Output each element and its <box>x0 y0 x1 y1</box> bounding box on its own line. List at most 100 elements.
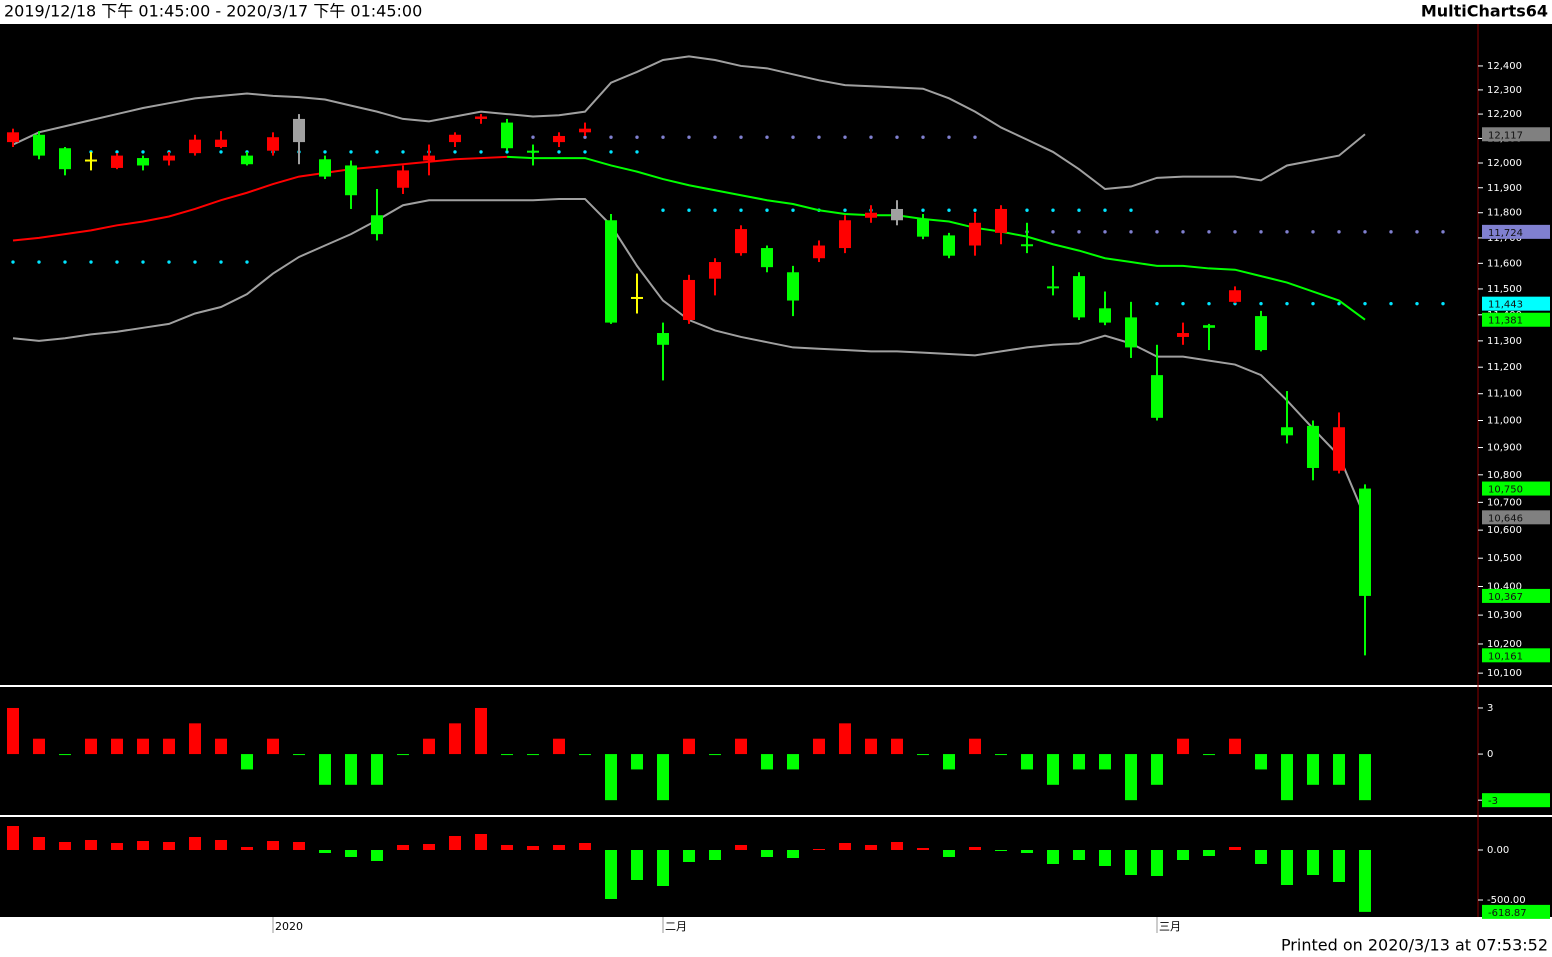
level-dot <box>973 208 977 212</box>
bar <box>839 843 851 850</box>
y-tick-label: 11,900 <box>1487 183 1522 194</box>
level-dot <box>1051 230 1055 234</box>
price-tag-label: 10,750 <box>1488 485 1523 496</box>
bar <box>189 837 201 850</box>
level-dot <box>531 135 535 139</box>
candle-body <box>735 229 747 254</box>
bar <box>761 754 773 770</box>
level-dot <box>401 150 405 154</box>
bar <box>1229 847 1241 850</box>
bar <box>683 850 695 862</box>
level-dot <box>947 208 951 212</box>
price-tag-label: -3 <box>1488 796 1498 807</box>
level-dot <box>583 135 587 139</box>
level-dot <box>1181 301 1185 306</box>
y-tick-label: 10,700 <box>1487 497 1522 508</box>
candle-body <box>995 208 1007 233</box>
bar <box>917 848 929 850</box>
bar <box>891 842 903 850</box>
bar <box>579 754 591 756</box>
bar <box>657 850 669 886</box>
bar <box>527 754 539 756</box>
level-dot <box>349 150 353 154</box>
level-dot <box>739 208 743 212</box>
bar <box>1177 738 1189 755</box>
level-dot <box>1311 301 1315 306</box>
candle-body <box>1099 308 1111 323</box>
print-stamp: Printed on 2020/3/13 at 07:53:52 <box>1281 936 1548 955</box>
average-line <box>506 155 1366 321</box>
candle-body <box>449 134 461 143</box>
level-dot <box>193 260 197 264</box>
level-dot <box>661 135 665 139</box>
bar <box>1333 850 1345 882</box>
bar <box>943 754 955 770</box>
level-dot <box>1311 230 1315 234</box>
level-dot <box>895 135 899 139</box>
bar <box>709 754 721 756</box>
level-dot <box>1103 208 1107 212</box>
bar <box>735 845 747 850</box>
level-dot <box>869 135 873 139</box>
candle-body <box>969 222 981 246</box>
candle-body <box>33 134 45 156</box>
candle-body <box>1281 427 1293 436</box>
level-dot <box>1441 301 1445 306</box>
bar <box>163 842 175 850</box>
level-dot <box>453 150 457 154</box>
bar <box>475 707 487 755</box>
price-tag <box>1482 648 1550 663</box>
y-tick-label: 11,200 <box>1487 362 1522 373</box>
y-tick-label: 10,300 <box>1487 610 1522 621</box>
bar <box>1307 850 1319 875</box>
bar <box>501 754 513 756</box>
level-dot <box>687 208 691 212</box>
level-dot <box>1415 230 1419 234</box>
level-dot <box>219 260 223 264</box>
level-dot <box>89 260 93 264</box>
bar <box>1021 850 1033 853</box>
bar <box>709 850 721 860</box>
bar <box>7 826 19 850</box>
candle-body <box>319 159 331 177</box>
date-range: 2019/12/18 下午 01:45:00 - 2020/3/17 下午 01… <box>4 2 422 21</box>
bar <box>1359 754 1371 801</box>
bar <box>189 723 201 755</box>
bar <box>345 754 357 785</box>
candle-body <box>943 235 955 256</box>
price-tag-label: 10,646 <box>1488 513 1523 524</box>
candle-body <box>1151 375 1163 418</box>
bar <box>1125 850 1137 875</box>
bar <box>969 847 981 850</box>
price-tag <box>1482 296 1550 311</box>
level-dot <box>635 150 639 154</box>
level-dot <box>1155 230 1159 234</box>
y-tick-label: 11,000 <box>1487 416 1522 427</box>
candle-body <box>111 155 123 168</box>
band-line <box>12 55 1366 191</box>
bar <box>371 850 383 861</box>
bar <box>137 841 149 850</box>
price-tag <box>1482 510 1550 525</box>
bar <box>293 842 305 850</box>
bar <box>1281 850 1293 885</box>
level-dot <box>609 150 613 154</box>
candle-body <box>1203 325 1215 328</box>
candle-body <box>1359 488 1371 596</box>
bar <box>657 754 669 801</box>
bar <box>59 754 71 756</box>
candle-body <box>1047 286 1059 289</box>
bar <box>1255 850 1267 864</box>
price-tag <box>1482 481 1550 496</box>
price-tag <box>1482 588 1550 603</box>
candle-body <box>813 245 825 259</box>
level-dot <box>37 260 41 264</box>
bar <box>85 738 97 755</box>
candle-body <box>59 148 71 170</box>
price-tag-label: -618.87 <box>1488 908 1527 919</box>
bar <box>293 754 305 756</box>
level-dot <box>1415 301 1419 306</box>
bar <box>501 845 513 850</box>
level-dot <box>791 135 795 139</box>
y-tick-label: 11,600 <box>1487 258 1522 269</box>
